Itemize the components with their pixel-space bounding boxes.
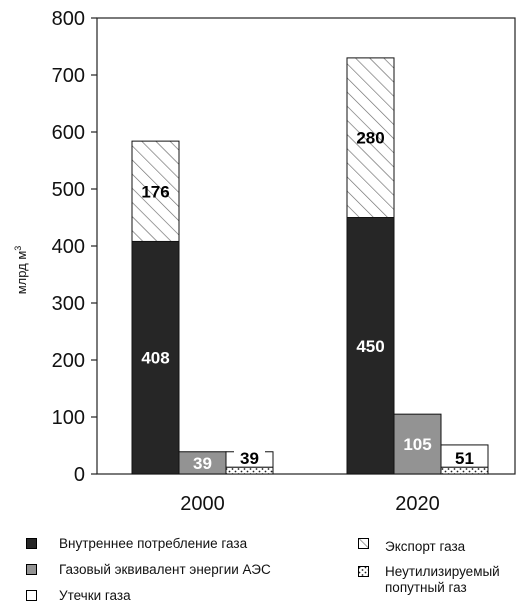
bar-segment [346,57,395,219]
legend: Внутреннее потребление газа Газовый экви… [0,528,530,609]
legend-label-domestic: Внутреннее потребление газа [59,536,248,551]
bar-segment [225,466,274,475]
data-label: 176 [141,182,169,201]
legend-item-export: Экспорт газа [358,536,465,555]
data-label: 280 [356,129,384,148]
y-tick-label: 200 [52,350,85,372]
legend-swatch-associated-gas [358,566,369,577]
x-category-label: 2000 [180,493,225,515]
y-tick-label: 0 [74,464,85,486]
x-axis-labels: 2000 2020 [180,493,440,515]
data-label: 105 [403,435,431,454]
legend-item-aes: Газовый эквивалент энергии АЭС [26,562,271,578]
y-tick-label: 700 [52,65,85,87]
bar-segment [440,466,489,475]
y-tick-label: 500 [52,179,85,201]
legend-swatch-leaks [26,590,37,601]
legend-swatch-aes [26,564,37,575]
x-category-label: 2020 [395,493,440,515]
y-tick-label: 100 [52,407,85,429]
legend-swatch-domestic [26,538,37,549]
bar-chart: 0 100 200 300 400 500 600 700 800 408 176 39 39 450 2… [13,8,516,515]
legend-item-domestic: Внутреннее потребление газа [26,536,247,552]
data-label: 51 [455,449,474,468]
bars: 408 176 39 39 450 280 105 51 [131,57,489,475]
legend-item-leaks: Утечки газа [26,588,131,604]
legend-swatch-export [358,538,369,549]
data-label: 408 [141,349,169,368]
data-label: 39 [193,454,212,473]
bar-segment [131,240,180,475]
data-label: 450 [356,337,384,356]
y-tick-label: 400 [52,236,85,258]
bar-segment [131,140,180,242]
bar-segment [393,413,442,475]
y-axis-label: млрд м3 [13,246,29,295]
legend-label-aes: Газовый эквивалент энергии АЭС [59,562,271,577]
legend-label-associated-gas: Неутилизируемый попутный газ [385,564,500,595]
legend-item-associated-gas: Неутилизируемый попутный газ [358,564,500,596]
data-label-background [449,449,480,467]
y-tick-label: 800 [52,8,85,30]
legend-label-export: Экспорт газа [385,539,466,554]
data-label: 39 [240,449,259,468]
y-tick-label: 600 [52,122,85,144]
y-tick-label: 300 [52,293,85,315]
legend-label-leaks: Утечки газа [59,588,131,603]
data-label-background [234,449,265,467]
y-axis-ticks: 0 100 200 300 400 500 600 700 800 [52,8,97,486]
